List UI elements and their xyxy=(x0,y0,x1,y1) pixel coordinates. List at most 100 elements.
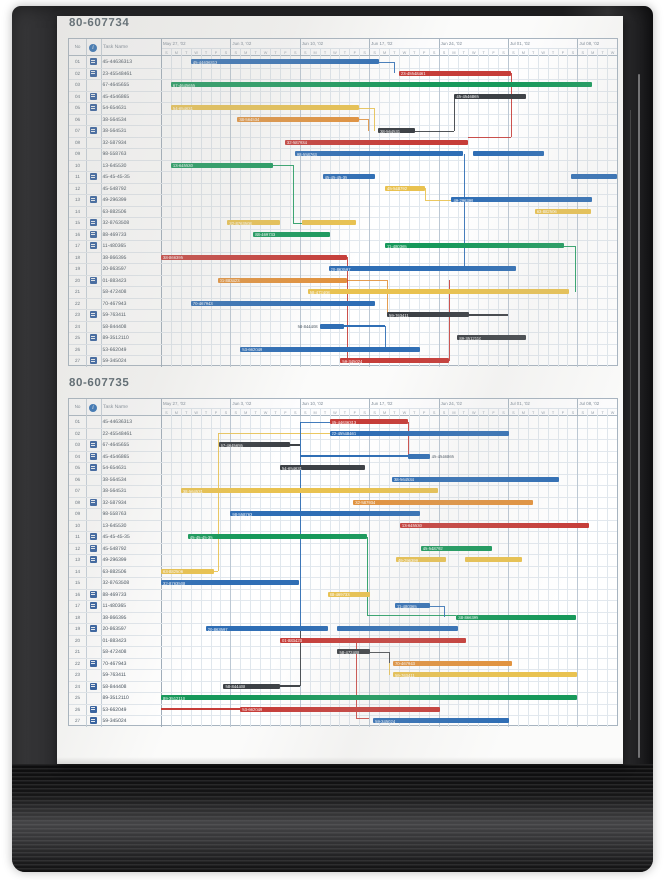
timeline-day-cell: T xyxy=(389,47,399,56)
task-bar-label: 89-3512110 xyxy=(163,695,186,701)
task-number: 08 xyxy=(74,139,81,145)
task-bar: 13-645530 xyxy=(170,162,273,168)
grid-line xyxy=(200,56,202,367)
task-bar-label: 32-8763508 xyxy=(163,580,186,586)
note-icon xyxy=(89,544,97,552)
note-icon-glyph xyxy=(90,358,96,363)
timeline-day-cell: S xyxy=(299,47,310,56)
dependency-line xyxy=(389,651,390,664)
grid-line xyxy=(597,416,598,727)
task-bar: 49-296399 xyxy=(395,557,446,563)
note-icon xyxy=(89,230,97,238)
timeline-day-cell: W xyxy=(329,407,340,416)
task-bar: 13-645530 xyxy=(399,522,590,528)
dependency-line xyxy=(292,165,294,223)
task-number: 14 xyxy=(74,208,81,214)
note-icon xyxy=(89,104,97,112)
grid-line xyxy=(250,416,251,727)
row-line xyxy=(69,600,617,601)
grid-line xyxy=(270,56,271,367)
dependency-line xyxy=(347,257,349,361)
task-bar: 45-548792 xyxy=(420,545,493,551)
dependency-line xyxy=(347,280,387,282)
grid-line xyxy=(309,416,311,727)
task-bar-label: 11-480365 xyxy=(396,603,417,609)
timeline-week-cell xyxy=(230,399,299,408)
timeline-day-cell: T xyxy=(389,407,399,416)
grid-line xyxy=(339,416,341,727)
dependency-line xyxy=(273,165,293,167)
note-icon xyxy=(89,625,97,633)
grid-line xyxy=(319,416,321,727)
task-bar-label: 45-4546865 xyxy=(456,94,479,100)
task-number: 19 xyxy=(74,266,81,271)
info-icon: i xyxy=(89,43,97,52)
note-icon xyxy=(89,452,97,460)
task-name: 20-863597 xyxy=(102,626,127,632)
task-name: 38-564534 xyxy=(102,476,127,483)
grid-line xyxy=(478,56,479,367)
task-bar: 32-8763508 xyxy=(227,220,280,226)
task-bar-label: 59-763411 xyxy=(394,672,415,678)
task-bar: 58-844408 xyxy=(223,683,280,689)
task-bar-label: 59-763411 xyxy=(389,312,409,318)
timeline-day-cell: F xyxy=(418,47,429,56)
task-bar: 45-44636313 xyxy=(190,59,380,65)
task-number: 16 xyxy=(74,231,81,237)
timeline-day-cell: M xyxy=(517,47,528,56)
gantt-table: No i Task Name May 27, '02 Jun 3, '02 Jun 10,… xyxy=(68,38,618,367)
task-number: 24 xyxy=(74,683,81,689)
task-name: 70-467943 xyxy=(102,660,127,667)
task-bar: 98-558763 xyxy=(230,511,420,517)
grid-line xyxy=(428,416,430,727)
grid-line xyxy=(260,56,261,367)
task-name: 63-882506 xyxy=(102,568,127,575)
grid-line xyxy=(418,416,420,727)
task-name: 38-564531 xyxy=(102,128,127,134)
task-bar: 59-763411 xyxy=(392,672,578,678)
grid-line xyxy=(448,56,450,367)
task-bar-label: 22-45548461 xyxy=(331,431,357,437)
task-bar: 45-4546865 xyxy=(454,93,526,100)
grid-line xyxy=(220,416,222,727)
dependency-line xyxy=(385,326,387,350)
task-name: 58-472408 xyxy=(102,289,127,295)
task-bar: 38-564534 xyxy=(391,476,560,482)
grid-line xyxy=(339,56,341,367)
grid-line xyxy=(527,56,529,367)
grid-line xyxy=(448,416,450,727)
task-bar-label: 53-662049 xyxy=(242,347,263,353)
task-name: 01-883423 xyxy=(102,277,127,284)
timeline-day-cell: W xyxy=(537,407,548,416)
row-line xyxy=(69,703,617,705)
row-line xyxy=(69,565,617,567)
task-number: 10 xyxy=(74,162,81,168)
dependency-line xyxy=(299,421,330,423)
timeline-day-cell: F xyxy=(488,407,499,416)
task-number: 26 xyxy=(74,346,81,352)
note-icon-glyph xyxy=(90,707,96,712)
task-number: 18 xyxy=(74,614,81,620)
task-bar: 45-548792 xyxy=(385,185,425,191)
grid-line xyxy=(418,56,420,367)
task-bar xyxy=(337,626,459,632)
timeline-day-cell: S xyxy=(369,47,380,56)
task-bar: 20-863597 xyxy=(205,626,328,632)
dependency-line xyxy=(464,153,466,269)
task-bar: 89-3512110 xyxy=(457,335,526,341)
timeline-day-cell: T xyxy=(250,47,261,56)
task-name: 20-863597 xyxy=(102,266,127,272)
grid-line xyxy=(587,416,588,727)
timeline-week-label: Jun 3, '02 xyxy=(232,40,252,46)
timeline-day-cell: M xyxy=(587,407,598,416)
task-bar-label: 45-4546865 xyxy=(431,454,454,460)
grid-line xyxy=(329,56,331,367)
timeline-day-cell: S xyxy=(289,407,300,416)
row-line xyxy=(69,274,617,276)
row-line xyxy=(69,159,617,161)
task-bar-tail xyxy=(344,325,385,328)
task-name: 89-3512110 xyxy=(102,335,129,341)
timeline-day-cell: M xyxy=(309,407,320,416)
row-line xyxy=(69,692,617,693)
note-icon-glyph xyxy=(90,174,96,179)
